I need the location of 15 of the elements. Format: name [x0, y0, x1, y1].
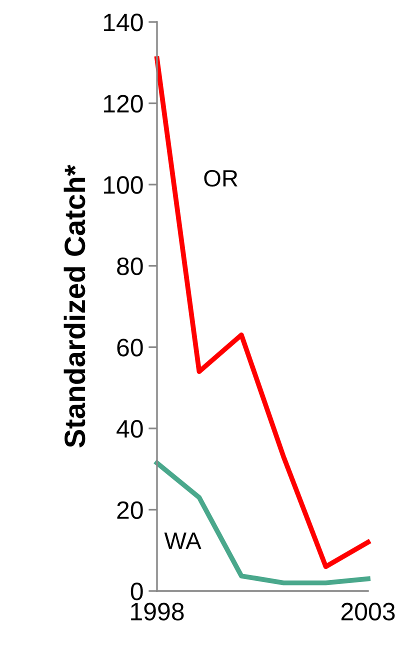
y-tick-label: 20 — [117, 501, 143, 520]
line-series — [154, 56, 370, 570]
y-tick-label: 60 — [117, 338, 143, 356]
y-tick-label: 0 — [130, 582, 143, 600]
x-tick-label: 1998 — [131, 602, 184, 620]
series-label: WA — [164, 532, 202, 549]
line-series — [154, 460, 370, 586]
y-axis-title: Standardized Catch* — [64, 164, 86, 448]
y-tick-label: 80 — [117, 257, 143, 276]
y-tick-label: 140 — [104, 14, 143, 32]
x-tick-label: 2003 — [341, 602, 395, 620]
y-tick-label: 120 — [104, 94, 143, 113]
y-tick-label: 100 — [104, 176, 143, 194]
series-label: OR — [204, 170, 238, 187]
y-tick-label: 40 — [116, 420, 143, 438]
